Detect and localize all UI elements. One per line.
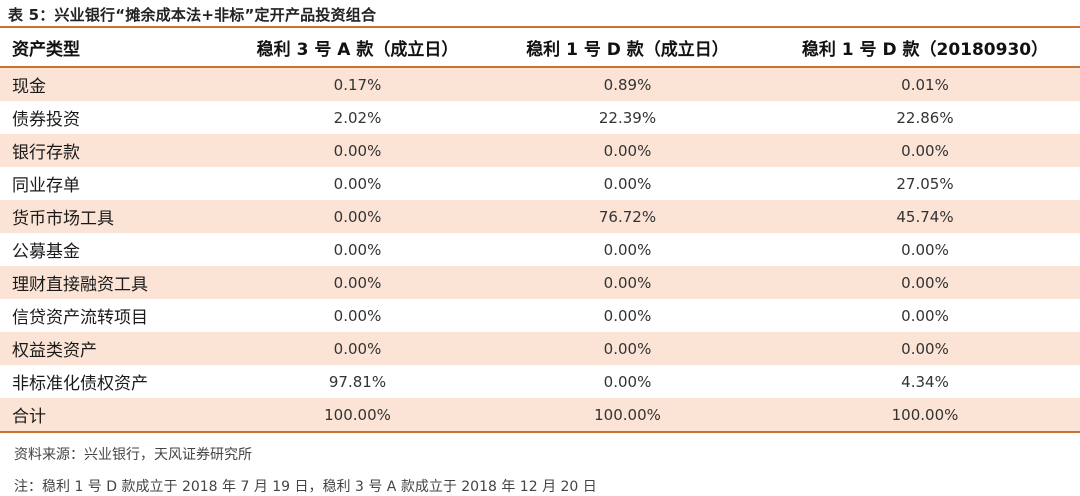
value-cell: 0.00%: [603, 273, 652, 292]
footnote: 注：稳利 1 号 D 款成立于 2018 年 7 月 19 日，稳利 3 号 A…: [14, 479, 597, 495]
row-label-cell: 货币市场工具: [12, 209, 114, 229]
value-cell: 0.00%: [901, 339, 949, 358]
source-note: 资料来源：兴业银行，天风证券研究所: [14, 447, 252, 463]
table-row: 债券投资 2.02% 22.39% 22.86%: [0, 101, 1080, 134]
value-cell: 0.00%: [603, 240, 652, 259]
value-cell: 0.00%: [603, 339, 652, 358]
value-cell: 0.17%: [333, 75, 382, 94]
value-cell: 0.01%: [901, 75, 949, 94]
table-row: 非标准化债权资产 97.81% 0.00% 4.34%: [0, 365, 1080, 398]
value-cell: 0.00%: [333, 339, 382, 358]
row-label-cell: 理财直接融资工具: [12, 275, 148, 295]
value-cell: 0.00%: [333, 240, 382, 259]
value-cell: 0.00%: [901, 273, 949, 292]
value-cell: 22.86%: [896, 108, 954, 127]
row-label-cell: 银行存款: [12, 143, 80, 163]
header-asset-type: 资产类型: [0, 28, 230, 68]
value-cell: 0.00%: [603, 306, 652, 325]
value-cell: 0.00%: [333, 273, 382, 292]
table-top-rule: [0, 26, 1080, 28]
row-label-cell: 现金: [12, 77, 46, 97]
header-wenli-1d-inception: 稳利 1 号 D 款（成立日）: [485, 28, 770, 68]
value-cell: 0.00%: [333, 207, 382, 226]
value-cell: 0.00%: [901, 141, 949, 160]
value-cell: 97.81%: [328, 372, 387, 391]
value-cell: 100.00%: [770, 398, 1080, 433]
table-row: 信贷资产流转项目 0.00% 0.00% 0.00%: [0, 299, 1080, 332]
table-row: 货币市场工具 0.00% 76.72% 45.74%: [0, 200, 1080, 233]
value-cell: 0.00%: [603, 141, 652, 160]
table-row: 银行存款 0.00% 0.00% 0.00%: [0, 134, 1080, 167]
table-body: 现金 0.17% 0.89% 0.01% 债券投资 2.02% 22.39% 22.86% 银行…: [0, 67, 1080, 433]
value-cell: 0.00%: [901, 306, 949, 325]
table-row: 理财直接融资工具 0.00% 0.00% 0.00%: [0, 266, 1080, 299]
table-row: 现金 0.17% 0.89% 0.01%: [0, 67, 1080, 101]
row-label-cell: 公募基金: [12, 242, 80, 262]
portfolio-table: 资产类型 稳利 3 号 A 款（成立日） 稳利 1 号 D 款（成立日） 稳利 …: [0, 28, 1080, 433]
value-cell: 22.39%: [598, 108, 657, 127]
header-wenli-3a: 稳利 3 号 A 款（成立日）: [230, 28, 485, 68]
row-label-cell: 合计: [0, 398, 230, 433]
value-cell: 0.00%: [333, 174, 382, 193]
value-cell: 0.00%: [901, 240, 949, 259]
value-cell: 4.34%: [901, 372, 949, 391]
header-wenli-1d-20180930: 稳利 1 号 D 款（20180930）: [770, 28, 1080, 68]
value-cell: 27.05%: [896, 174, 954, 193]
table-row: 公募基金 0.00% 0.00% 0.00%: [0, 233, 1080, 266]
row-label-cell: 债券投资: [12, 110, 80, 130]
portfolio-table-container: 资产类型 稳利 3 号 A 款（成立日） 稳利 1 号 D 款（成立日） 稳利 …: [0, 26, 1080, 433]
table-row: 同业存单 0.00% 0.00% 27.05%: [0, 167, 1080, 200]
value-cell: 0.00%: [603, 174, 652, 193]
table-header-row: 资产类型 稳利 3 号 A 款（成立日） 稳利 1 号 D 款（成立日） 稳利 …: [0, 28, 1080, 68]
row-label-cell: 非标准化债权资产: [12, 374, 148, 394]
value-cell: 0.89%: [603, 75, 652, 94]
value-cell: 100.00%: [230, 398, 485, 433]
value-cell: 45.74%: [896, 207, 954, 226]
row-label-cell: 同业存单: [12, 176, 80, 196]
value-cell: 2.02%: [333, 108, 382, 127]
value-cell: 0.00%: [333, 141, 382, 160]
value-cell: 0.00%: [333, 306, 382, 325]
table-title: 表 5：兴业银行“摊余成本法+非标”定开产品投资组合: [8, 6, 377, 24]
value-cell: 76.72%: [598, 207, 657, 226]
value-cell: 0.00%: [603, 372, 652, 391]
row-label-cell: 信贷资产流转项目: [12, 308, 148, 328]
value-cell: 100.00%: [485, 398, 770, 433]
row-label-cell: 权益类资产: [12, 341, 97, 361]
table-row: 合计 100.00% 100.00% 100.00%: [0, 398, 1080, 433]
table-row: 权益类资产 0.00% 0.00% 0.00%: [0, 332, 1080, 365]
